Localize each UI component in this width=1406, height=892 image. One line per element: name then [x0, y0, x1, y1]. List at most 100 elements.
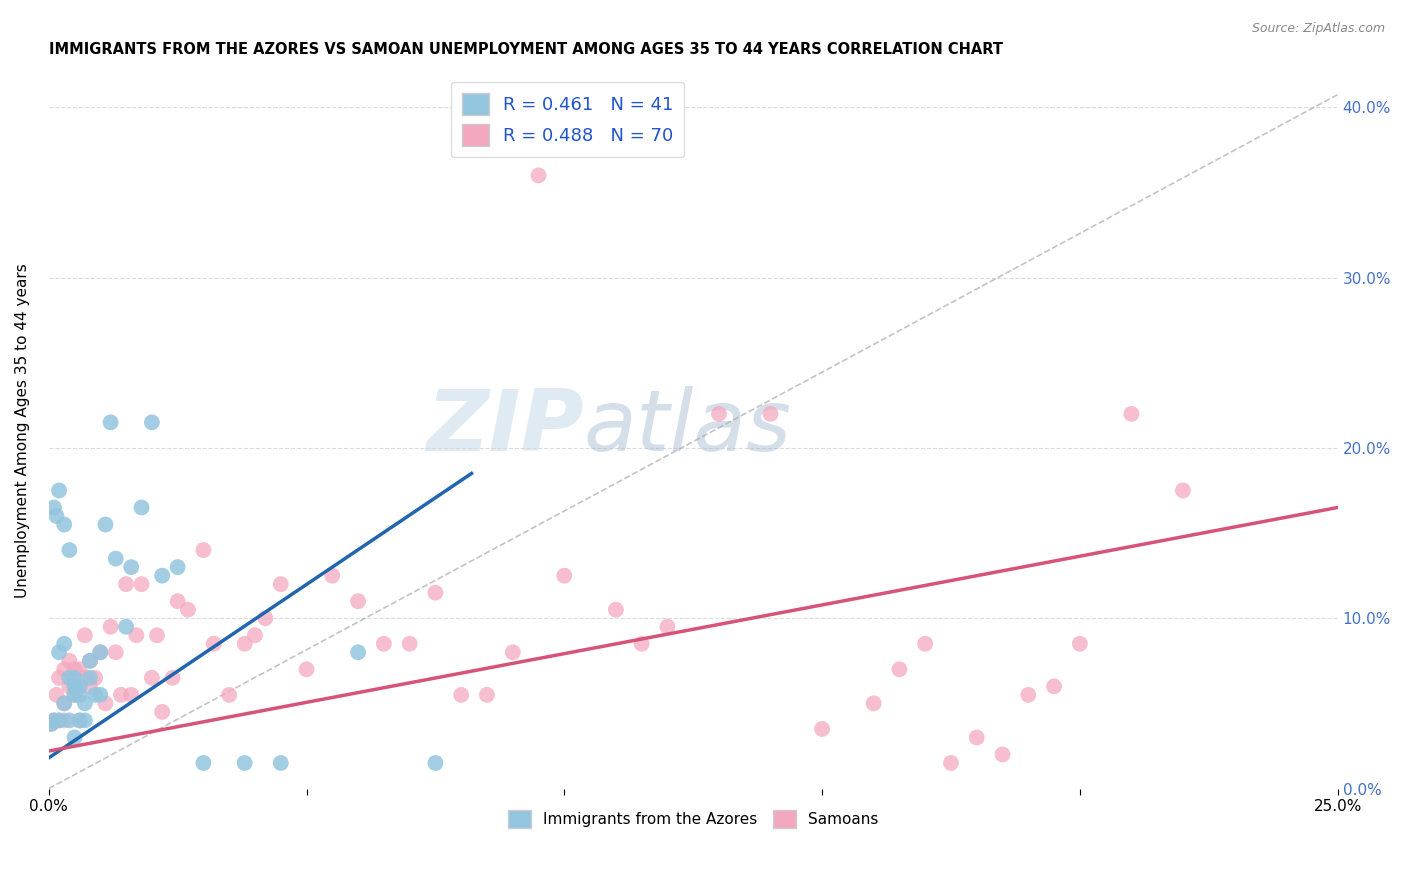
Point: [53, 714, 76, 728]
Point: [73, 714, 96, 728]
Point: [73, 628, 96, 642]
Legend: Immigrants from the Azores, Samoans: Immigrants from the Azores, Samoans: [502, 804, 884, 835]
Point: [42, 714, 65, 728]
Point: [53, 662, 76, 676]
Point: [202, 637, 225, 651]
Point: [58, 543, 80, 558]
Point: [166, 594, 188, 608]
Point: [53, 697, 76, 711]
Point: [759, 407, 782, 421]
Point: [162, 671, 184, 685]
Point: [270, 756, 292, 770]
Point: [69, 714, 91, 728]
Point: [862, 697, 884, 711]
Point: [58, 679, 80, 693]
Point: [94, 517, 117, 532]
Point: [193, 543, 215, 558]
Point: [939, 756, 962, 770]
Point: [502, 645, 524, 659]
Point: [398, 637, 420, 651]
Point: [966, 731, 988, 745]
Point: [270, 577, 292, 591]
Point: [141, 415, 163, 429]
Point: [79, 671, 101, 685]
Point: [48, 671, 70, 685]
Point: [63, 688, 86, 702]
Point: [347, 645, 370, 659]
Point: [146, 628, 169, 642]
Point: [1121, 407, 1143, 421]
Point: [527, 169, 550, 183]
Point: [45, 688, 67, 702]
Point: [63, 679, 86, 693]
Point: [131, 577, 153, 591]
Point: [115, 620, 138, 634]
Point: [104, 645, 127, 659]
Point: [53, 517, 76, 532]
Point: [295, 662, 318, 676]
Point: [69, 679, 91, 693]
Point: [58, 654, 80, 668]
Point: [1017, 688, 1039, 702]
Point: [707, 407, 730, 421]
Point: [177, 603, 200, 617]
Point: [110, 688, 132, 702]
Point: [254, 611, 277, 625]
Point: [657, 620, 679, 634]
Point: [100, 415, 122, 429]
Text: ZIP: ZIP: [426, 385, 583, 469]
Point: [425, 756, 447, 770]
Point: [425, 585, 447, 599]
Point: [42, 500, 65, 515]
Point: [48, 645, 70, 659]
Point: [69, 662, 91, 676]
Point: [84, 688, 107, 702]
Point: [150, 568, 173, 582]
Text: Source: ZipAtlas.com: Source: ZipAtlas.com: [1251, 22, 1385, 36]
Point: [94, 697, 117, 711]
Point: [69, 688, 91, 702]
Point: [84, 671, 107, 685]
Point: [115, 577, 138, 591]
Point: [243, 628, 266, 642]
Point: [120, 688, 142, 702]
Point: [150, 705, 173, 719]
Point: [58, 714, 80, 728]
Point: [991, 747, 1014, 762]
Point: [69, 714, 91, 728]
Text: atlas: atlas: [583, 385, 792, 469]
Text: IMMIGRANTS FROM THE AZORES VS SAMOAN UNEMPLOYMENT AMONG AGES 35 TO 44 YEARS CORR: IMMIGRANTS FROM THE AZORES VS SAMOAN UNE…: [49, 42, 1002, 57]
Point: [811, 722, 834, 736]
Point: [41, 716, 63, 731]
Point: [89, 688, 111, 702]
Point: [553, 568, 575, 582]
Point: [63, 671, 86, 685]
Point: [166, 560, 188, 574]
Point: [218, 688, 240, 702]
Point: [125, 628, 148, 642]
Point: [63, 662, 86, 676]
Point: [321, 568, 343, 582]
Point: [914, 637, 936, 651]
Point: [233, 637, 256, 651]
Point: [48, 714, 70, 728]
Point: [63, 679, 86, 693]
Point: [79, 679, 101, 693]
Point: [131, 500, 153, 515]
Y-axis label: Unemployment Among Ages 35 to 44 years: Unemployment Among Ages 35 to 44 years: [15, 263, 30, 599]
Point: [73, 697, 96, 711]
Point: [48, 483, 70, 498]
Point: [347, 594, 370, 608]
Point: [475, 688, 498, 702]
Point: [100, 620, 122, 634]
Point: [605, 603, 627, 617]
Point: [141, 671, 163, 685]
Point: [450, 688, 472, 702]
Point: [73, 671, 96, 685]
Point: [48, 714, 70, 728]
Point: [120, 560, 142, 574]
Point: [89, 645, 111, 659]
Point: [1171, 483, 1194, 498]
Point: [53, 637, 76, 651]
Point: [889, 662, 911, 676]
